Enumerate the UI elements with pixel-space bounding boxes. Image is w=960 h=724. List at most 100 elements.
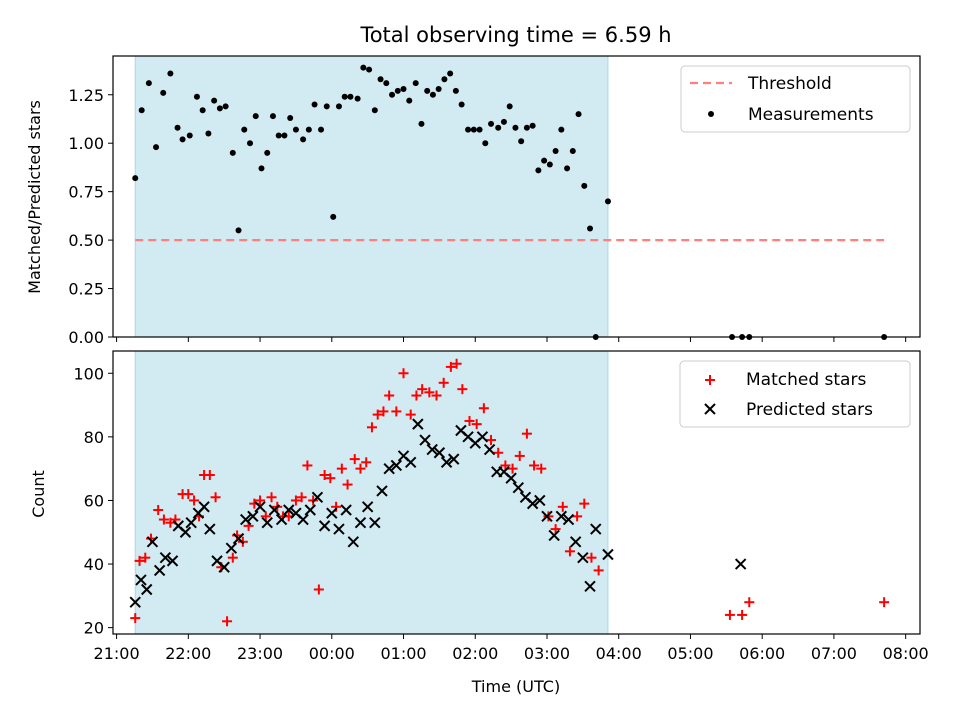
measurement-point [575,111,582,118]
matched-star-point [204,470,215,481]
legend-threshold-label: Threshold [747,74,832,94]
observing-span-bottom [134,350,609,635]
predicted-star-point [239,513,252,526]
measurement-point [222,103,229,110]
matched-star-point [366,422,377,433]
matched-star-point [521,428,532,439]
predicted-star-point [340,504,352,516]
predicted-star-point [602,548,614,561]
x-tick-label-10: 07:00 [811,644,857,663]
measurement-point [441,76,448,83]
matched-star-point [536,463,547,474]
matched-star-point [579,498,590,509]
measurement-point [383,80,390,87]
predicted-star-point [555,510,568,523]
plot-frame-bottom [112,350,921,635]
matched-star-point [372,409,383,420]
measurement-point [211,97,218,104]
predicted-star-point [376,485,388,497]
predicted-star-point [304,504,316,516]
matched-star-point [529,460,540,471]
x-tick-label-0: 21:00 [94,644,140,663]
legend-predicted-label: Predicted stars [746,400,873,420]
measurement-point [377,76,384,83]
matched-star-point [325,473,336,484]
measurement-point [458,101,465,108]
measurement-point [216,105,223,112]
predicted-star-point [297,513,309,526]
predicted-star-point [590,523,602,535]
predicted-star-point [146,536,159,548]
measurement-point [366,66,373,73]
matched-star-point [478,403,489,414]
matched-star-point [349,454,360,465]
matched-star-point [183,489,194,500]
y-tick-label-top-2: 0.50 [68,231,104,250]
y-tick-label-top-1: 0.25 [68,280,104,299]
measurement-point [529,122,536,129]
predicted-star-point [534,494,546,507]
measurement-point [247,140,254,147]
predicted-star-point [505,472,517,484]
matched-star-point [550,524,561,535]
y-tick-label-top-3: 0.75 [68,183,104,202]
predicted-star-point [448,453,460,465]
measurement-point [569,147,576,154]
measurement-point [252,113,259,120]
matched-star-point [417,384,428,395]
y-tick-label-bottom-4: 100 [73,364,104,383]
predicted-star-point [483,443,496,456]
measurement-point [512,124,519,131]
predicted-star-point [311,491,324,503]
predicted-star-point [548,529,560,542]
predicted-star-point [512,482,525,494]
measurement-point [145,80,152,87]
measurement-point [305,126,312,133]
y-tick-label-bottom-3: 80 [84,428,104,447]
predicted-star-point [412,418,424,430]
x-tick-label-6: 03:00 [524,644,570,663]
matched-star-point [336,463,347,474]
observing-span-top [134,55,609,338]
measurement-point [418,120,425,127]
x-tick-label-7: 04:00 [596,644,642,663]
legend-top: Threshold Measurements [680,65,911,133]
measurement-point [205,130,212,137]
matched-star-point [486,435,497,446]
measurement-point [235,227,242,234]
matched-star-point [134,555,145,566]
measurement-point [523,124,530,131]
measurement-point [323,103,330,110]
predicted-star-point [383,462,395,475]
matched-star-point [724,609,735,620]
y-axis-label-bottom: Count [29,470,48,518]
matched-star-point [457,384,468,395]
predicted-star-point [159,551,172,564]
matched-star-point [302,460,313,471]
measurement-point [160,89,167,96]
y-tick-label-bottom-0: 20 [84,619,104,638]
matched-star-point [500,460,511,471]
matched-star-point [405,409,416,420]
predicted-star-point [179,526,192,538]
measurement-point [488,120,495,127]
measurement-point [389,91,396,98]
predicted-star-point [526,497,539,510]
predicted-star-point [361,501,374,513]
legend-measurements-swatch [708,111,714,117]
measurement-point [541,157,548,164]
matched-star-point [378,406,389,417]
measurement-point [506,103,513,110]
matched-star-point [879,597,890,608]
predicted-star-point [326,507,338,519]
predicted-star-point [354,517,367,529]
predicted-star-point [166,555,179,567]
predicted-star-point [426,443,438,456]
x-tick-label-11: 08:00 [883,644,929,663]
bottom-panel: 20 40 60 80 100 21:00 22:00 23:00 00:00 01:00 02:0… [73,350,929,663]
measurement-point [167,70,174,77]
measurement-point [604,198,611,205]
matched-star-point [266,492,277,503]
legend-bottom: Matched stars Predicted stars [679,360,911,428]
matched-star-point [737,609,748,620]
